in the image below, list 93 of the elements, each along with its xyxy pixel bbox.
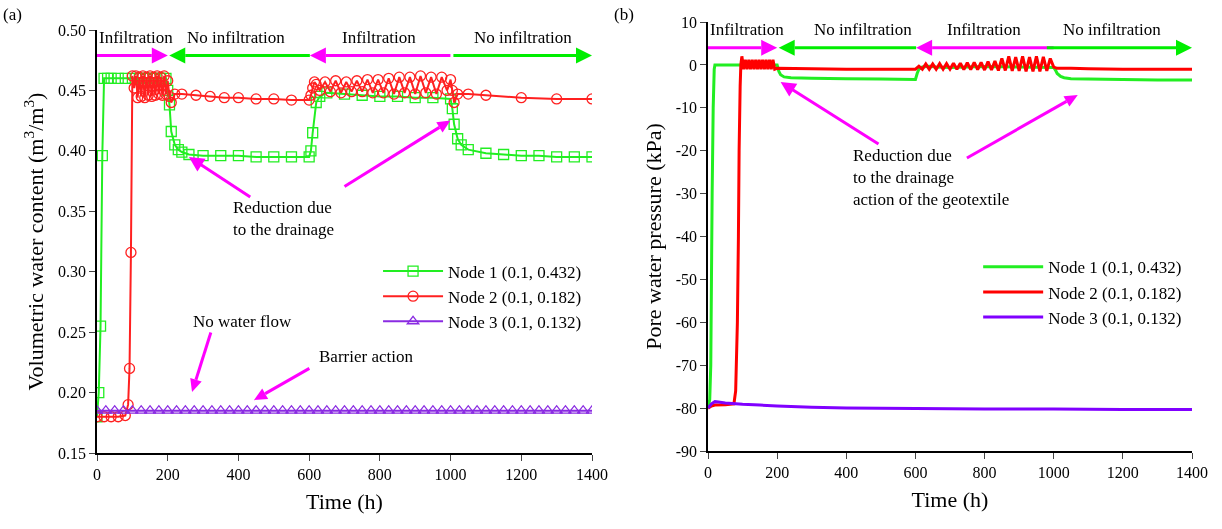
x-tick-label: 800 xyxy=(367,465,392,483)
point xyxy=(391,90,404,103)
chart-title: (a) xyxy=(3,4,22,24)
y-tick-label: 0 xyxy=(689,56,698,74)
point xyxy=(310,96,322,109)
annotation: No infiltration xyxy=(1063,20,1162,39)
y-tick-label: 0.45 xyxy=(58,82,87,100)
annotation: Infiltration xyxy=(342,28,417,47)
y-axis-title: Pore water pressure (kPa) xyxy=(641,123,667,350)
legend-label: Node 3 (0.1, 0.132) xyxy=(448,312,582,332)
point xyxy=(451,133,464,145)
annotation: Reduction due to the drainage xyxy=(233,198,335,240)
x-axis-title: Time (h) xyxy=(911,487,989,513)
point xyxy=(183,148,195,161)
x-tick-label: 400 xyxy=(226,465,251,483)
y-tick-label: -40 xyxy=(675,228,698,246)
point xyxy=(101,72,114,84)
point xyxy=(374,90,386,103)
point xyxy=(446,102,458,115)
y-tick-label: -80 xyxy=(675,399,698,417)
x-tick-label: 1400 xyxy=(576,465,608,483)
y-tick-label: -10 xyxy=(675,99,698,117)
point xyxy=(497,148,510,161)
point xyxy=(448,118,460,130)
y-tick-label: -50 xyxy=(675,271,698,288)
point xyxy=(338,88,351,100)
point xyxy=(215,150,227,162)
annotation: Infiltration xyxy=(947,20,1022,39)
annotation: No infiltration xyxy=(474,28,573,47)
y-tick-label: -30 xyxy=(675,185,698,203)
chart-title: (b) xyxy=(614,4,634,24)
y-tick-label: -70 xyxy=(675,356,698,374)
annotation: Reduction due to the drainage action of the geotextile xyxy=(853,146,1010,210)
point xyxy=(444,93,457,105)
x-tick-label: 800 xyxy=(972,463,997,481)
x-tick-label: 1200 xyxy=(1106,463,1139,481)
point xyxy=(285,151,298,163)
y-tick-label: 0.25 xyxy=(58,323,87,341)
x-tick-label: 1000 xyxy=(1037,463,1070,481)
y-tick-label: -90 xyxy=(675,442,698,460)
point xyxy=(533,150,545,162)
x-tick-label: 1200 xyxy=(505,465,538,483)
point xyxy=(568,151,580,163)
point xyxy=(427,92,439,104)
point xyxy=(172,144,184,156)
annotation: Barrier action xyxy=(319,347,414,366)
y-tick-label: -60 xyxy=(675,313,698,331)
x-tick-label: 0 xyxy=(704,463,712,481)
point xyxy=(97,320,107,332)
legend-label: Node 1 (0.1, 0.432) xyxy=(448,262,582,282)
line-series xyxy=(708,400,1192,411)
point xyxy=(307,127,319,139)
legend-label: Node 2 (0.1, 0.182) xyxy=(1048,283,1182,303)
annotation: Infiltration xyxy=(710,20,785,39)
y-tick-label: 10 xyxy=(681,13,698,31)
x-tick-label: 1000 xyxy=(434,465,467,483)
y-tick-label: 0.40 xyxy=(58,142,87,160)
x-tick-label: 600 xyxy=(297,465,322,483)
x-tick-label: 0 xyxy=(93,465,101,483)
annotation: Infiltration xyxy=(99,28,174,47)
x-axis-title: Time (h) xyxy=(306,489,383,515)
point xyxy=(462,144,474,156)
annotation: No water flow xyxy=(193,312,292,331)
point xyxy=(232,150,245,162)
point xyxy=(165,125,177,138)
x-tick-label: 600 xyxy=(903,463,928,481)
y-tick-label: 0.30 xyxy=(58,263,87,281)
point xyxy=(515,150,527,162)
point xyxy=(250,151,262,163)
point xyxy=(455,139,467,151)
y-tick-label: 0.15 xyxy=(58,444,87,462)
y-tick-label: 0.20 xyxy=(58,384,87,402)
y-tick-label: 0.50 xyxy=(58,21,87,39)
x-tick-label: 200 xyxy=(765,463,790,481)
point xyxy=(409,92,421,104)
point xyxy=(550,151,563,163)
y-tick-label: -20 xyxy=(675,142,698,160)
legend-label: Node 3 (0.1, 0.132) xyxy=(1048,308,1182,328)
x-tick-label: 200 xyxy=(155,465,180,483)
point xyxy=(169,139,181,151)
legend-label: Node 1 (0.1, 0.432) xyxy=(1048,258,1182,278)
annotation: No infiltration xyxy=(187,28,286,47)
point xyxy=(176,146,188,158)
x-tick-label: 400 xyxy=(834,463,859,481)
x-tick-label: 1400 xyxy=(1176,463,1208,481)
point xyxy=(97,150,108,162)
point xyxy=(305,145,317,157)
y-tick-label: 0.35 xyxy=(58,202,87,220)
legend-label: Node 2 (0.1, 0.182) xyxy=(448,287,582,307)
point xyxy=(480,147,492,159)
point xyxy=(303,151,315,163)
annotation: No infiltration xyxy=(814,20,913,39)
point xyxy=(268,151,280,163)
